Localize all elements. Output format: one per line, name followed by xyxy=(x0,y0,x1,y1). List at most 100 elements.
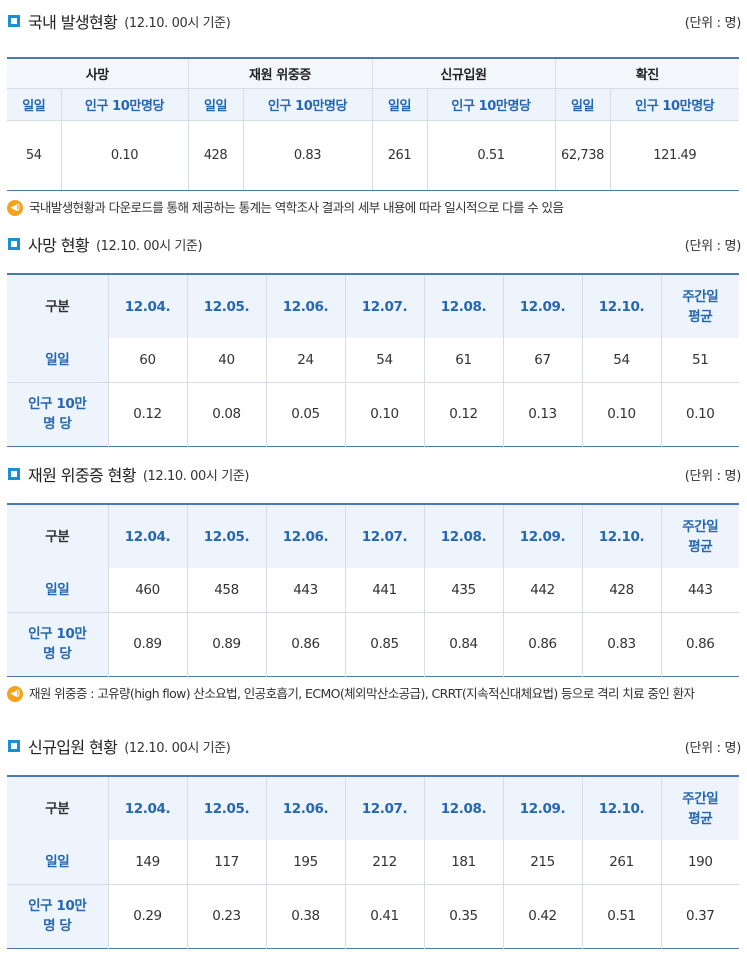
cell-value: 0.05 xyxy=(265,382,345,446)
header-date: 12.10. xyxy=(581,776,661,840)
row-label-line1: 인구 10만 xyxy=(28,626,87,642)
section-unit: (단위 : 명) xyxy=(684,238,742,254)
header-date: 12.09. xyxy=(502,274,582,338)
section-title: 재원 위중증 현황 xyxy=(28,466,136,485)
cell-value: 212 xyxy=(344,840,424,885)
severe-section-header: 재원 위중증 현황 (12.10. 00시 기준) (단위 : 명) xyxy=(8,462,741,486)
section-unit: (단위 : 명) xyxy=(684,468,742,484)
header-gubun: 구분 xyxy=(7,504,108,568)
row-label-daily: 일일 xyxy=(7,338,108,383)
domestic-summary-table: 사망 재원 위중증 신규입원 확진 일일 인구 10만명당 일일 인구 10만명… xyxy=(7,57,739,191)
death-per100k-value: 0.10 xyxy=(60,120,188,191)
cell-value: 51 xyxy=(660,338,739,383)
cell-value: 443 xyxy=(660,568,739,613)
cell-value: 0.89 xyxy=(107,612,187,676)
header-date: 12.06. xyxy=(265,776,345,840)
death-table: 구분 12.04. 12.05. 12.06. 12.07. 12.08. 12… xyxy=(7,273,739,447)
cell-value: 0.29 xyxy=(107,884,187,948)
avg-line1: 주간일 xyxy=(682,518,719,535)
cell-value: 0.38 xyxy=(265,884,345,948)
cell-value: 458 xyxy=(186,568,266,613)
cell-value: 117 xyxy=(186,840,266,885)
header-date: 12.08. xyxy=(423,274,503,338)
table-row: 일일 460 458 443 441 435 442 428 443 xyxy=(7,568,739,613)
domestic-note: ◀) 국내발생현황과 다운로드를 통해 제공하는 통계는 역학조사 결과의 세부… xyxy=(7,200,742,216)
header-date: 12.04. xyxy=(107,274,187,338)
admission-per100k-value: 0.51 xyxy=(426,120,555,191)
group-admission: 신규입원 xyxy=(371,57,555,89)
confirmed-per100k-value: 121.49 xyxy=(609,120,739,191)
admission-table: 구분 12.04. 12.05. 12.06. 12.07. 12.08. 12… xyxy=(7,775,739,949)
cell-value: 0.84 xyxy=(423,612,503,676)
header-date: 12.08. xyxy=(423,504,503,568)
cell-value: 0.51 xyxy=(581,884,661,948)
severe-table: 구분 12.04. 12.05. 12.06. 12.07. 12.08. 12… xyxy=(7,503,739,677)
sub-header-per100k: 인구 10만명당 xyxy=(242,88,372,121)
severe-per100k-value: 0.83 xyxy=(242,120,372,191)
group-confirmed: 확진 xyxy=(554,57,739,89)
cell-value: 149 xyxy=(107,840,187,885)
header-date: 12.10. xyxy=(581,504,661,568)
cell-value: 24 xyxy=(265,338,345,383)
header-date: 12.04. xyxy=(107,776,187,840)
header-weekly-average: 주간일 평균 xyxy=(660,776,739,840)
cell-value: 0.23 xyxy=(186,884,266,948)
section-title: 사망 현황 xyxy=(28,236,90,255)
avg-line1: 주간일 xyxy=(682,288,719,305)
header-date: 12.04. xyxy=(107,504,187,568)
cell-value: 0.89 xyxy=(186,612,266,676)
cell-value: 0.83 xyxy=(581,612,661,676)
cell-value: 181 xyxy=(423,840,503,885)
header-date: 12.05. xyxy=(186,776,266,840)
cell-value: 60 xyxy=(107,338,187,383)
group-severe: 재원 위중증 xyxy=(187,57,372,89)
row-label-daily: 일일 xyxy=(7,568,108,613)
cell-value: 190 xyxy=(660,840,739,885)
section-basis: (12.10. 00시 기준) xyxy=(95,238,203,254)
header-date: 12.05. xyxy=(186,504,266,568)
header-weekly-average: 주간일 평균 xyxy=(660,274,739,338)
header-date: 12.08. xyxy=(423,776,503,840)
group-death: 사망 xyxy=(7,57,188,89)
section-unit: (단위 : 명) xyxy=(684,15,742,31)
confirmed-daily-value: 62,738 xyxy=(554,120,610,191)
row-label-line1: 인구 10만 xyxy=(28,898,87,914)
cell-value: 0.12 xyxy=(423,382,503,446)
sub-header-daily: 일일 xyxy=(371,88,427,121)
header-gubun: 구분 xyxy=(7,274,108,338)
cell-value: 442 xyxy=(502,568,582,613)
cell-value: 0.10 xyxy=(660,382,739,446)
section-basis: (12.10. 00시 기준) xyxy=(142,468,250,484)
header-gubun: 구분 xyxy=(7,776,108,840)
row-label-line2: 명 당 xyxy=(43,416,72,432)
cell-value: 0.86 xyxy=(660,612,739,676)
header-date: 12.05. xyxy=(186,274,266,338)
cell-value: 435 xyxy=(423,568,503,613)
speaker-icon: ◀) xyxy=(7,686,23,702)
cell-value: 0.37 xyxy=(660,884,739,948)
table-row: 인구 10만 명 당 0.29 0.23 0.38 0.41 0.35 0.42 … xyxy=(7,884,739,948)
row-label-line2: 명 당 xyxy=(43,646,72,662)
table-row: 일일 149 117 195 212 181 215 261 190 xyxy=(7,840,739,885)
note-text: 재원 위중증 : 고유량(high flow) 산소요법, 인공호흡기, ECM… xyxy=(29,686,695,701)
cell-value: 195 xyxy=(265,840,345,885)
avg-line2: 평균 xyxy=(688,538,713,555)
header-date: 12.07. xyxy=(344,274,424,338)
cell-value: 0.42 xyxy=(502,884,582,948)
note-text: 국내발생현황과 다운로드를 통해 제공하는 통계는 역학조사 결과의 세부 내용… xyxy=(29,200,564,215)
section-basis: (12.10. 00시 기준) xyxy=(124,740,231,756)
severe-note: ◀) 재원 위중증 : 고유량(high flow) 산소요법, 인공호흡기, … xyxy=(7,686,742,702)
cell-value: 0.10 xyxy=(581,382,661,446)
cell-value: 261 xyxy=(581,840,661,885)
cell-value: 0.08 xyxy=(186,382,266,446)
domestic-section-header: 국내 발생현황 (12.10. 00시 기준) (단위 : 명) xyxy=(8,9,741,33)
cell-value: 0.10 xyxy=(344,382,424,446)
square-bullet-icon xyxy=(8,238,20,250)
cell-value: 0.35 xyxy=(423,884,503,948)
sub-header-daily: 일일 xyxy=(187,88,243,121)
table-row: 인구 10만 명 당 0.89 0.89 0.86 0.85 0.84 0.86 … xyxy=(7,612,739,676)
cell-value: 443 xyxy=(265,568,345,613)
admission-daily-value: 261 xyxy=(371,120,427,191)
